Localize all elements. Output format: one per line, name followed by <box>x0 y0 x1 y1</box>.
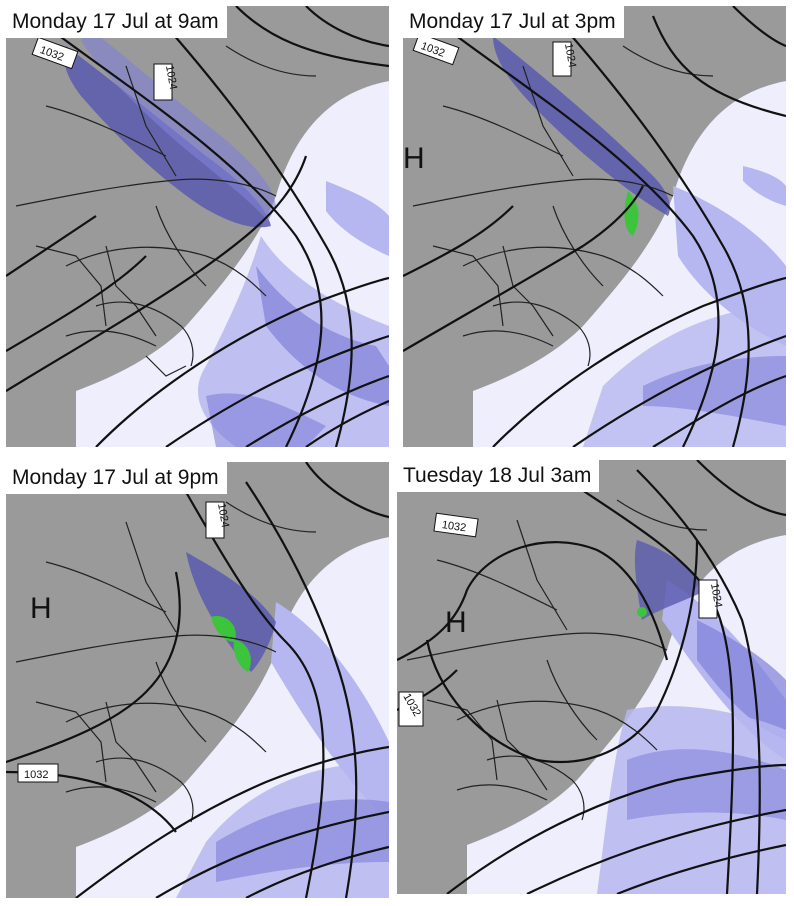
isobar-label-1024: 1024 <box>708 582 724 608</box>
high-pressure-marker: H <box>30 592 52 625</box>
high-pressure-marker: H <box>445 606 467 639</box>
weather-map-2: H 1032 1024 <box>403 6 786 447</box>
map-panel-4: H 1032 1024 1032 Tuesday 18 Jul 3am <box>397 460 786 894</box>
weather-map-3: H 1024 1032 <box>6 462 389 898</box>
panel-title: Tuesday 18 Jul 3am <box>397 460 600 492</box>
panel-title: Monday 17 Jul at 3pm <box>403 6 624 38</box>
weather-map-1: 1032 1024 <box>6 6 389 447</box>
panel-title: Monday 17 Jul at 9pm <box>6 462 227 494</box>
isobar-label-1032: 1032 <box>441 519 467 534</box>
isobar-label-1024: 1024 <box>215 502 231 528</box>
isobar-label-1032: 1032 <box>24 769 48 781</box>
weather-map-4: H 1032 1024 1032 <box>397 460 786 894</box>
high-pressure-marker: H <box>403 142 425 175</box>
map-panel-2: H 1032 1024 Monday 17 Jul at 3pm <box>403 6 786 447</box>
panel-title: Monday 17 Jul at 9am <box>6 6 227 38</box>
isobar-label-1024: 1024 <box>562 42 578 68</box>
map-panel-3: H 1024 1032 Monday 17 Jul at 9pm <box>6 462 389 898</box>
map-panel-1: 1032 1024 Monday 17 Jul at 9am <box>6 6 389 447</box>
isobar-label-1024: 1024 <box>163 64 179 90</box>
